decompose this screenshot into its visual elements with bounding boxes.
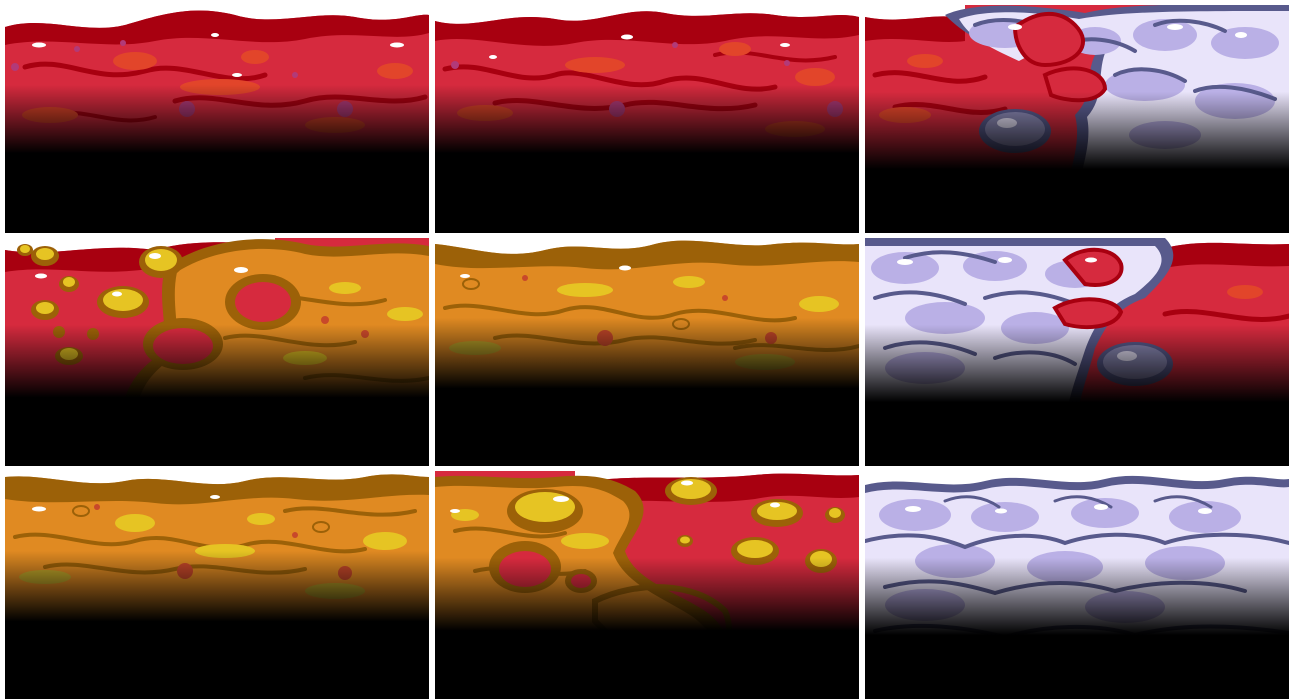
bile-tile-b [5,471,429,699]
flesh-tile-b [435,5,859,233]
flesh-tile-a [5,5,429,233]
flesh-bile-tile [5,238,429,466]
bile-tile-a [435,238,859,466]
flesh-fat-tile [865,5,1289,233]
bile-flesh-tile [435,471,859,699]
fat-flesh-tile [865,238,1289,466]
fat-tile [865,471,1289,699]
